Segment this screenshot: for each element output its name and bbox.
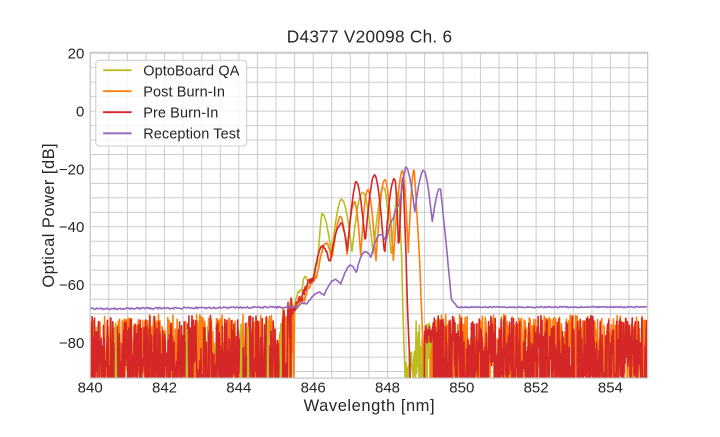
- svg-text:0: 0: [76, 103, 84, 120]
- svg-text:Post Burn-In: Post Burn-In: [143, 84, 225, 100]
- svg-text:Optical Power [dB]: Optical Power [dB]: [40, 143, 58, 288]
- svg-text:−80: −80: [59, 335, 84, 352]
- svg-text:846: 846: [301, 379, 326, 396]
- svg-text:840: 840: [78, 379, 103, 396]
- svg-text:852: 852: [524, 379, 549, 396]
- svg-text:Wavelength [nm]: Wavelength [nm]: [304, 397, 435, 415]
- svg-text:20: 20: [68, 46, 85, 63]
- svg-text:D4377 V20098 Ch. 6: D4377 V20098 Ch. 6: [287, 27, 453, 47]
- svg-text:844: 844: [226, 379, 251, 396]
- svg-text:−40: −40: [59, 219, 84, 236]
- svg-text:848: 848: [375, 379, 400, 396]
- svg-text:−20: −20: [59, 161, 84, 178]
- svg-text:−60: −60: [59, 277, 84, 294]
- svg-text:850: 850: [449, 379, 474, 396]
- svg-text:842: 842: [152, 379, 177, 396]
- svg-text:854: 854: [598, 379, 623, 396]
- svg-text:Reception Test: Reception Test: [143, 127, 240, 143]
- svg-text:Pre Burn-In: Pre Burn-In: [143, 105, 218, 121]
- svg-text:OptoBoard QA: OptoBoard QA: [143, 63, 240, 79]
